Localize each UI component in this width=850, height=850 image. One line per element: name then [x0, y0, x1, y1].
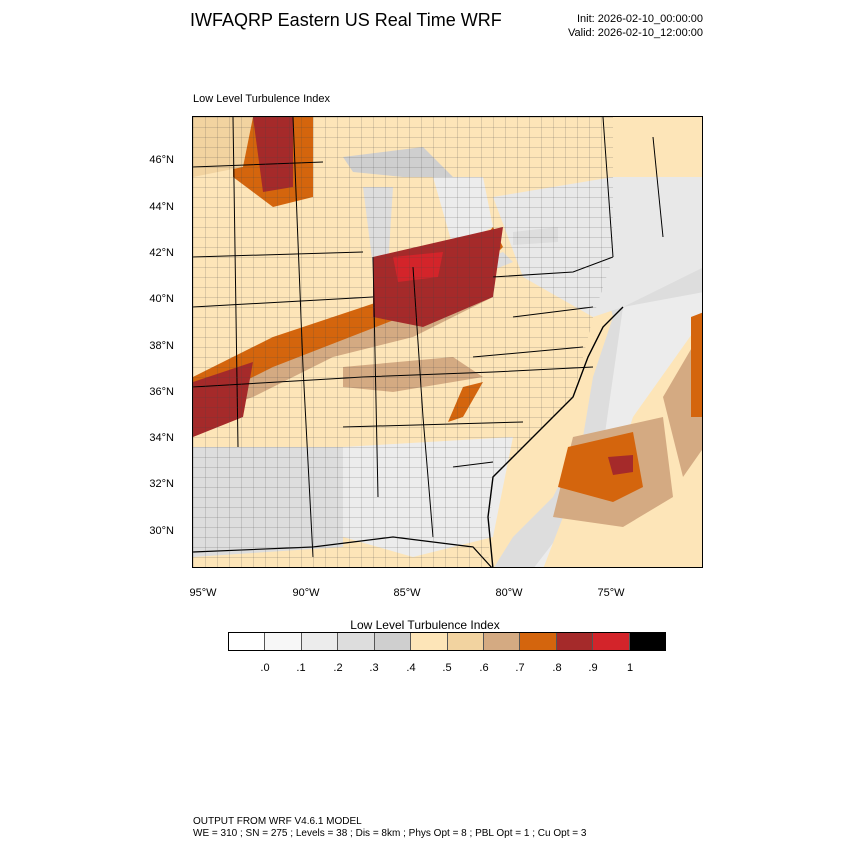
lon-label-85: 85°W [393, 587, 421, 599]
lon-label-90: 90°W [292, 587, 320, 599]
lat-label-42: 42°N [149, 247, 174, 259]
footer-line-2: WE = 310 ; SN = 275 ; Levels = 38 ; Dis … [193, 828, 587, 839]
colorbar-cell [520, 633, 557, 650]
colorbar-label: .4 [406, 662, 416, 674]
county-lines [193, 117, 613, 567]
ocean-orange-edge [691, 312, 702, 417]
colorbar-label: .9 [588, 662, 598, 674]
colorbar-cell [593, 633, 630, 650]
colorbar-title: Low Level Turbulence Index [350, 618, 500, 632]
colorbar-cell [374, 633, 412, 650]
colorbar-label: .5 [442, 662, 452, 674]
colorbar-cell [483, 633, 521, 650]
lat-label-44: 44°N [149, 201, 174, 213]
colorbar-cell [265, 633, 302, 650]
map-title: IWFAQRP Eastern US Real Time WRF [190, 10, 502, 30]
colorbar-cell [629, 633, 666, 650]
lon-label-80: 80°W [495, 587, 523, 599]
lat-label-30: 30°N [149, 525, 174, 537]
colorbar-label: .7 [515, 662, 525, 674]
lat-label-38: 38°N [149, 340, 174, 352]
valid-time: Valid: 2026-02-10_12:00:00 [568, 27, 703, 39]
ocean-red [608, 455, 633, 475]
colorbar-label: .0 [260, 662, 270, 674]
lon-label-75: 75°W [597, 587, 625, 599]
lat-label-46: 46°N [149, 154, 174, 166]
init-time: Init: 2026-02-10_00:00:00 [577, 13, 703, 25]
colorbar-label: .2 [333, 662, 343, 674]
colorbar-cell [411, 633, 448, 650]
lon-label-95: 95°W [189, 587, 217, 599]
colorbar [228, 632, 666, 651]
colorbar-label: .8 [552, 662, 562, 674]
colorbar-label: .3 [369, 662, 379, 674]
lat-label-40: 40°N [149, 293, 174, 305]
plot-title: Low Level Turbulence Index [193, 93, 330, 105]
turbulence-map [193, 117, 702, 567]
ocean-orange [558, 432, 643, 502]
model-footer: OUTPUT FROM WRF V4.6.1 MODEL WE = 310 ; … [193, 816, 586, 840]
colorbar-cell [447, 633, 484, 650]
lat-label-34: 34°N [149, 432, 174, 444]
colorbar-cell [301, 633, 339, 650]
colorbar-cell [556, 633, 594, 650]
colorbar-label: .6 [479, 662, 489, 674]
colorbar-label: 1 [626, 662, 634, 674]
colorbar-cell [229, 633, 266, 650]
colorbar-label: .1 [296, 662, 306, 674]
colorbar-cell [338, 633, 375, 650]
lat-label-32: 32°N [149, 478, 174, 490]
footer-line-1: OUTPUT FROM WRF V4.6.1 MODEL [193, 816, 362, 827]
lat-label-36: 36°N [149, 386, 174, 398]
map-panel [192, 116, 703, 568]
